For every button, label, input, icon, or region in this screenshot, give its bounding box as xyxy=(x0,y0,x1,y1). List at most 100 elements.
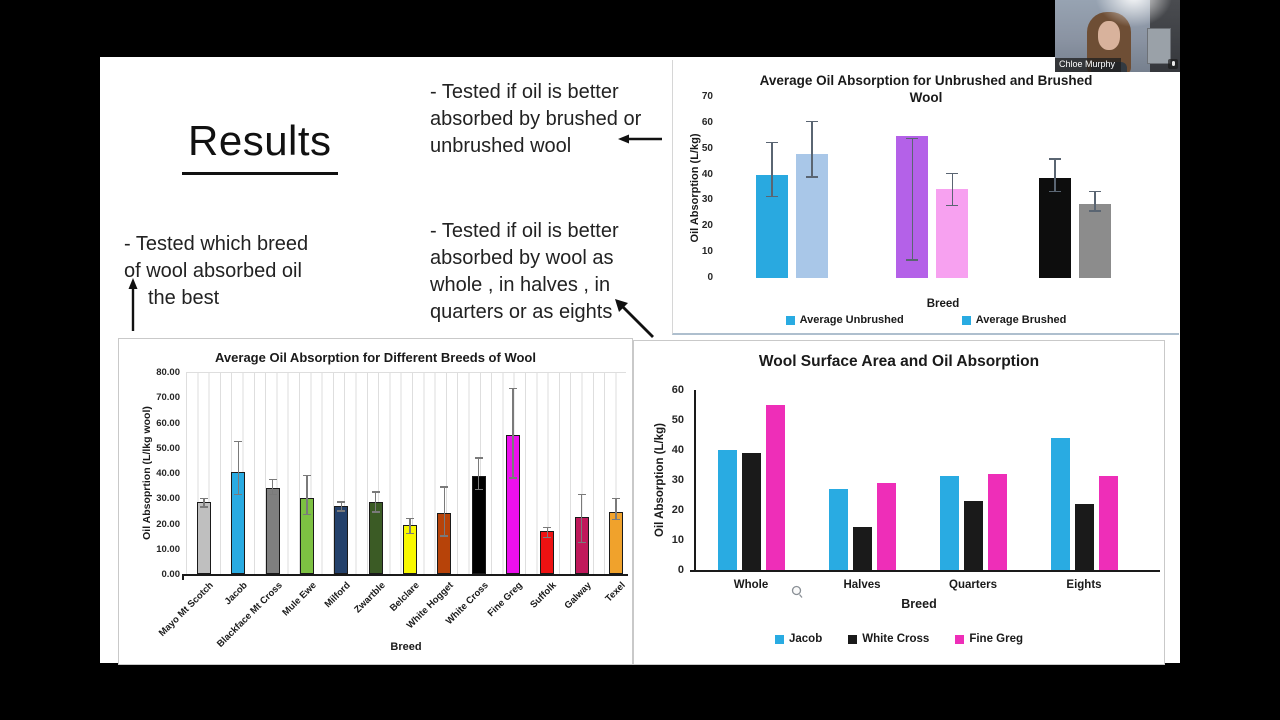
hand-cursor-icon xyxy=(791,585,803,598)
legend-item: Jacob xyxy=(774,633,822,645)
bar xyxy=(1078,204,1111,278)
annotation-line: - Tested if oil is better xyxy=(430,220,619,242)
y-tick-label: 10 xyxy=(671,534,684,546)
error-bar-cap xyxy=(234,440,243,443)
bar xyxy=(471,475,486,574)
error-bar xyxy=(203,498,205,508)
error-bar-cap xyxy=(946,204,959,207)
y-tick-label: 0.00 xyxy=(161,569,181,580)
x-category-label: Milford xyxy=(322,580,354,611)
legend-item: Fine Greg xyxy=(955,633,1023,645)
arrow-up-icon xyxy=(128,278,138,331)
annotation-line: whole , in halves , in xyxy=(430,274,611,296)
error-bar-cap xyxy=(268,493,277,496)
webcam-tile[interactable]: Chloe Murphy xyxy=(1055,0,1180,72)
bar xyxy=(197,502,211,574)
bar xyxy=(852,526,872,570)
chart-surface-area: Wool Surface Area and Oil Absorption Oil… xyxy=(633,340,1165,665)
y-tick-label: 70 xyxy=(701,91,713,102)
x-category-label: Zwartble xyxy=(352,580,388,616)
error-bar-cap xyxy=(508,477,517,479)
error-bar-cap xyxy=(1088,210,1101,212)
x-category-label: Eights xyxy=(1066,579,1102,591)
y-tick-label: 20.00 xyxy=(156,518,180,530)
legend-marker xyxy=(774,634,784,644)
error-bar-cap xyxy=(474,488,483,491)
error-bar xyxy=(911,138,914,260)
x-category-label: Quarters xyxy=(949,579,997,591)
x-category-label: Blackface Mt Cross xyxy=(214,580,285,650)
y-tick-label: 60 xyxy=(701,116,713,128)
error-bar-cap xyxy=(766,195,779,198)
y-tick-label: 0 xyxy=(677,564,684,576)
bar xyxy=(963,501,983,570)
y-tick-label: 10 xyxy=(701,246,713,258)
x-category-label: Mayo Mt Scotch xyxy=(156,580,216,639)
slide: Results - Tested if oil is better absorb… xyxy=(100,57,1180,665)
error-bar xyxy=(409,518,411,534)
chart-legend: Average Unbrushed Average Brushed xyxy=(673,314,1179,326)
y-tick-label: 50.00 xyxy=(156,442,180,454)
error-bar-cap xyxy=(302,513,311,516)
bar xyxy=(265,488,280,574)
bar xyxy=(828,489,848,570)
x-category-label: Halves xyxy=(843,579,881,591)
error-bar-cap xyxy=(806,120,819,123)
x-axis-label: Breed xyxy=(926,298,960,310)
error-bar-cap xyxy=(405,517,414,520)
error-bar-cap xyxy=(268,478,277,481)
error-bar-cap xyxy=(302,474,311,477)
error-bar-cap xyxy=(440,486,449,488)
y-axis-line xyxy=(694,390,696,570)
annotation-brushed-vs-unbrushed: - Tested if oil is better absorbed by br… xyxy=(430,79,641,160)
error-bar-cap xyxy=(337,510,346,512)
mic-icon[interactable] xyxy=(1168,59,1178,69)
x-category-label: Mule Ewe xyxy=(280,580,319,619)
x-category-label: Jacob xyxy=(222,580,251,608)
y-tick-label: 40 xyxy=(671,444,684,456)
error-bar-cap xyxy=(1048,158,1061,160)
error-bar-cap xyxy=(1048,190,1061,193)
legend-item: Average Brushed xyxy=(961,314,1066,326)
y-tick-label: 30.00 xyxy=(156,493,180,505)
error-bar-cap xyxy=(906,259,919,261)
legend-marker xyxy=(785,315,795,325)
bar xyxy=(1038,178,1071,278)
annotation-line: unbrushed wool xyxy=(430,135,572,157)
y-tick-label: 60.00 xyxy=(156,417,180,429)
chart-legend: Jacob White Cross Fine Greg xyxy=(634,633,1164,645)
y-tick-label: 80.00 xyxy=(156,367,180,378)
error-bar-cap xyxy=(577,493,586,496)
error-bar-cap xyxy=(906,137,919,140)
x-axis-line xyxy=(690,570,1160,572)
x-category-label: Belclare xyxy=(387,580,422,614)
x-category-label: Texel xyxy=(603,580,628,605)
annotation-line: - Tested which breed xyxy=(124,233,309,255)
error-bar-cap xyxy=(337,501,346,503)
error-bar xyxy=(512,388,514,479)
error-bar xyxy=(811,121,813,178)
bar xyxy=(939,475,959,570)
y-tick-label: 60 xyxy=(671,384,684,396)
legend-marker xyxy=(961,315,971,325)
error-bar xyxy=(951,173,954,206)
x-axis-label: Breed xyxy=(390,641,422,653)
error-bar xyxy=(771,142,773,197)
x-category-label: Galway xyxy=(562,580,594,612)
axis-tick xyxy=(182,574,184,580)
bar xyxy=(765,405,785,570)
error-bar-cap xyxy=(577,541,586,544)
error-bar-cap xyxy=(405,532,414,535)
error-bar-cap xyxy=(543,526,552,529)
x-category-label: Suffolk xyxy=(528,580,560,611)
error-bar-cap xyxy=(766,141,779,143)
annotation-line: - Tested if oil is better xyxy=(430,81,619,103)
error-bar-cap xyxy=(440,535,449,537)
error-bar xyxy=(340,502,343,511)
error-bar xyxy=(477,457,480,490)
error-bar-cap xyxy=(371,491,380,493)
legend-item: Average Unbrushed xyxy=(785,314,904,326)
annotation-line: quarters or as eights xyxy=(430,301,613,323)
error-bar-cap xyxy=(371,511,380,513)
